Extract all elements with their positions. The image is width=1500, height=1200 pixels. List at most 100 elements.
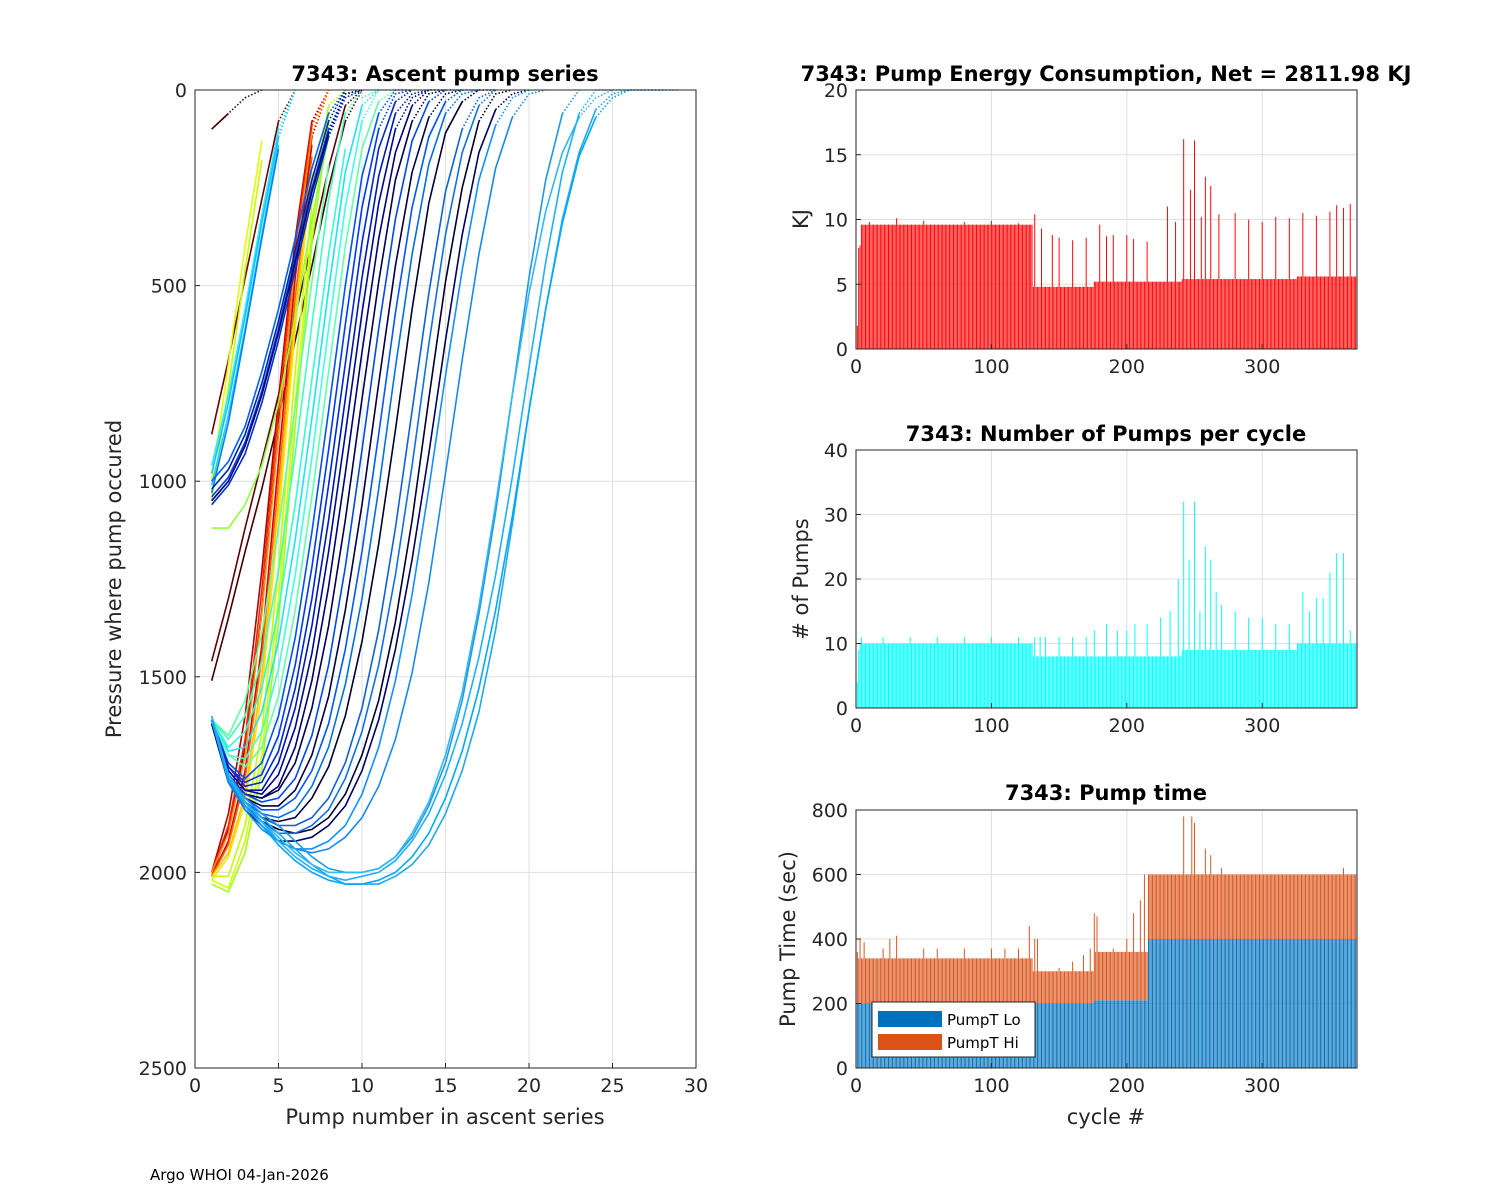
pumptime-bar-lo <box>1035 1003 1037 1068</box>
pumps-bar <box>1024 643 1026 708</box>
pumps-bar <box>889 643 891 708</box>
pumptime-bar-hi <box>879 958 881 1004</box>
energy-bar <box>1207 279 1209 349</box>
energy-bar <box>1303 276 1305 349</box>
pumptime-bar-hi <box>1130 951 1132 1001</box>
energy-bar <box>863 224 865 349</box>
pumps-bar <box>1288 624 1290 708</box>
ascent-title: 7343: Ascent pump series <box>291 62 598 86</box>
pumptime-bar-hi <box>1123 951 1125 1001</box>
energy-bar <box>1143 281 1145 349</box>
energy-bar <box>1023 224 1025 349</box>
energy-bar <box>1234 213 1236 349</box>
pumps-bar <box>969 643 971 708</box>
ascent-series-line <box>210 117 580 874</box>
pumps-bar <box>1050 656 1052 708</box>
energy-bar <box>982 224 984 349</box>
pumptime-bar-lo <box>1218 939 1220 1068</box>
energy-bar <box>1035 286 1037 349</box>
pumps-bar <box>1031 643 1033 708</box>
pumptime-bar-lo <box>1348 939 1350 1068</box>
ascent-series-surface <box>277 89 296 122</box>
pumps-bar <box>954 643 956 708</box>
pumps-bar <box>1103 656 1105 708</box>
pumps-bar <box>1124 656 1126 708</box>
pumptime-bar-lo <box>1208 939 1210 1068</box>
pumps-bar <box>1230 649 1232 708</box>
pumptime-bar-hi <box>925 958 927 1004</box>
pumptime-bar-hi <box>909 958 911 1004</box>
pumptime-bar-hi <box>1219 874 1221 939</box>
energy-bar <box>950 224 952 349</box>
energy-bar <box>1068 286 1070 349</box>
energy-bar <box>1000 224 1002 349</box>
pumptime-bar-hi <box>946 958 948 1004</box>
pumps-bar <box>932 643 934 708</box>
pumps-bar <box>1287 649 1289 708</box>
pumps-bar <box>936 637 938 708</box>
pumps-bar <box>916 643 918 708</box>
energy-bar <box>1275 216 1277 349</box>
pumps-bar <box>1196 649 1198 708</box>
ascent-series-surface <box>495 89 530 111</box>
pumps-bar <box>1004 643 1006 708</box>
pumptime-bar-hi <box>1244 874 1246 939</box>
ascent-series-line <box>211 136 330 529</box>
pumps-bar <box>1222 649 1224 708</box>
pumptime-bar-lo <box>1238 939 1240 1068</box>
pumptime-bar-hi <box>1237 874 1239 939</box>
ascent-series-surface <box>411 89 446 122</box>
pumptime-bar-hi <box>1184 874 1186 939</box>
energy-bar <box>1012 224 1014 349</box>
pumps-bar <box>1133 656 1135 708</box>
pumptime-bar-hi <box>1066 971 1068 1004</box>
pumptime-bar-lo <box>1073 1003 1075 1068</box>
energy-bar <box>1208 279 1210 349</box>
pumps-ylabel: # of Pumps <box>789 518 813 640</box>
pumps-bar <box>1138 656 1140 708</box>
energy-bar <box>959 224 961 349</box>
pumptime-bar-lo <box>1168 939 1170 1068</box>
pumps-bar <box>901 643 903 708</box>
energy-bar <box>893 224 895 349</box>
pumptime-bar-hi <box>875 958 877 1004</box>
ascent-chart: 0 5 10 15 20 25 30 0 500 1000 1500 2000 2500 7343: A… <box>102 62 708 1129</box>
ascent-xlabel: Pump number in ascent series <box>285 1105 604 1129</box>
pumps-bar <box>874 643 876 708</box>
pumptime-bar-lo <box>1150 939 1152 1068</box>
pumps-bar <box>1164 656 1166 708</box>
energy-bar <box>858 247 860 349</box>
pumps-bar <box>963 637 965 708</box>
energy-bar <box>1049 286 1051 349</box>
pumps-bar <box>1332 643 1334 708</box>
pumptime-bar-lo <box>1046 1003 1048 1068</box>
pumps-bar <box>863 643 865 708</box>
pumptime-bar-lo <box>1175 939 1177 1068</box>
ascent-series-line <box>210 125 313 873</box>
energy-bar <box>931 224 933 349</box>
pumptime-bar-hi <box>1326 874 1328 939</box>
pumps-bar <box>1294 649 1296 708</box>
pumps-bar <box>1199 611 1201 708</box>
pumps-bar <box>906 643 908 708</box>
pumps-bar <box>1088 656 1090 708</box>
pumptime-bar-lo <box>1286 939 1288 1068</box>
pumps-bar <box>1097 656 1099 708</box>
pumps-bar <box>888 643 889 708</box>
pumptime-bar-lo <box>1303 939 1305 1068</box>
energy-bar <box>1004 224 1006 349</box>
pumptime-bar-lo <box>1245 939 1247 1068</box>
pumptime-bar-hi <box>1345 874 1347 939</box>
energy-bar <box>927 224 929 349</box>
energy-bar <box>977 224 979 349</box>
energy-bar <box>1111 281 1113 349</box>
pumps-bar <box>1095 656 1097 708</box>
pumptime-bar-lo <box>1313 939 1315 1068</box>
pumptime-bar-lo <box>1221 939 1223 1068</box>
pumps-bar <box>1001 643 1003 708</box>
pumptime-bar-hi <box>878 958 880 1004</box>
pumps-bar <box>967 643 969 708</box>
pumptime-bar-lo <box>1064 1003 1066 1068</box>
pumptime-bar-lo <box>1210 939 1212 1068</box>
energy-bar <box>932 224 934 349</box>
